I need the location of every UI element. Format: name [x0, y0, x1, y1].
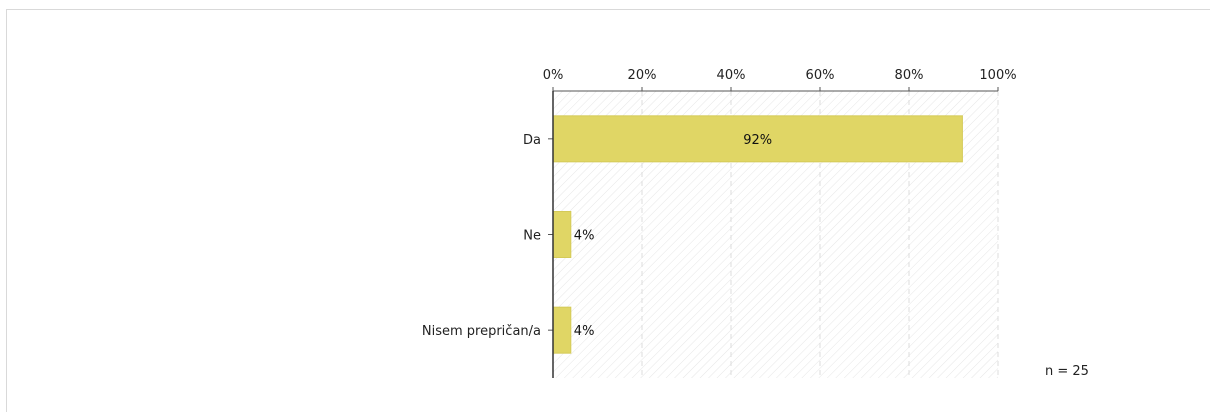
category-label: Ne	[523, 229, 541, 244]
bars: 92% 4% 4%	[552, 115, 963, 354]
sample-size-annotation: n = 25	[1045, 364, 1089, 379]
x-tick-label: 20%	[628, 68, 657, 83]
x-tick-label: 100%	[979, 68, 1016, 83]
x-tick-label: 0%	[543, 68, 564, 83]
category-label: Nisem prepričan/a	[422, 324, 541, 339]
category-labels: Da Ne Nisem prepričan/a	[422, 133, 541, 339]
x-tick-label: 40%	[717, 68, 746, 83]
chart-frame	[6, 9, 1210, 412]
bar-value-label: 4%	[574, 229, 595, 244]
bar	[552, 306, 572, 354]
bar-value-label: 92%	[743, 133, 772, 148]
bar	[552, 115, 963, 163]
x-tick-label: 80%	[895, 68, 924, 83]
axes	[548, 87, 999, 378]
bar	[552, 211, 572, 258]
x-tick-label: 60%	[806, 68, 835, 83]
x-tick-labels: 0% 20% 40% 60% 80% 100%	[543, 68, 1017, 83]
bar-value-label: 4%	[574, 324, 595, 339]
category-label: Da	[523, 133, 541, 148]
